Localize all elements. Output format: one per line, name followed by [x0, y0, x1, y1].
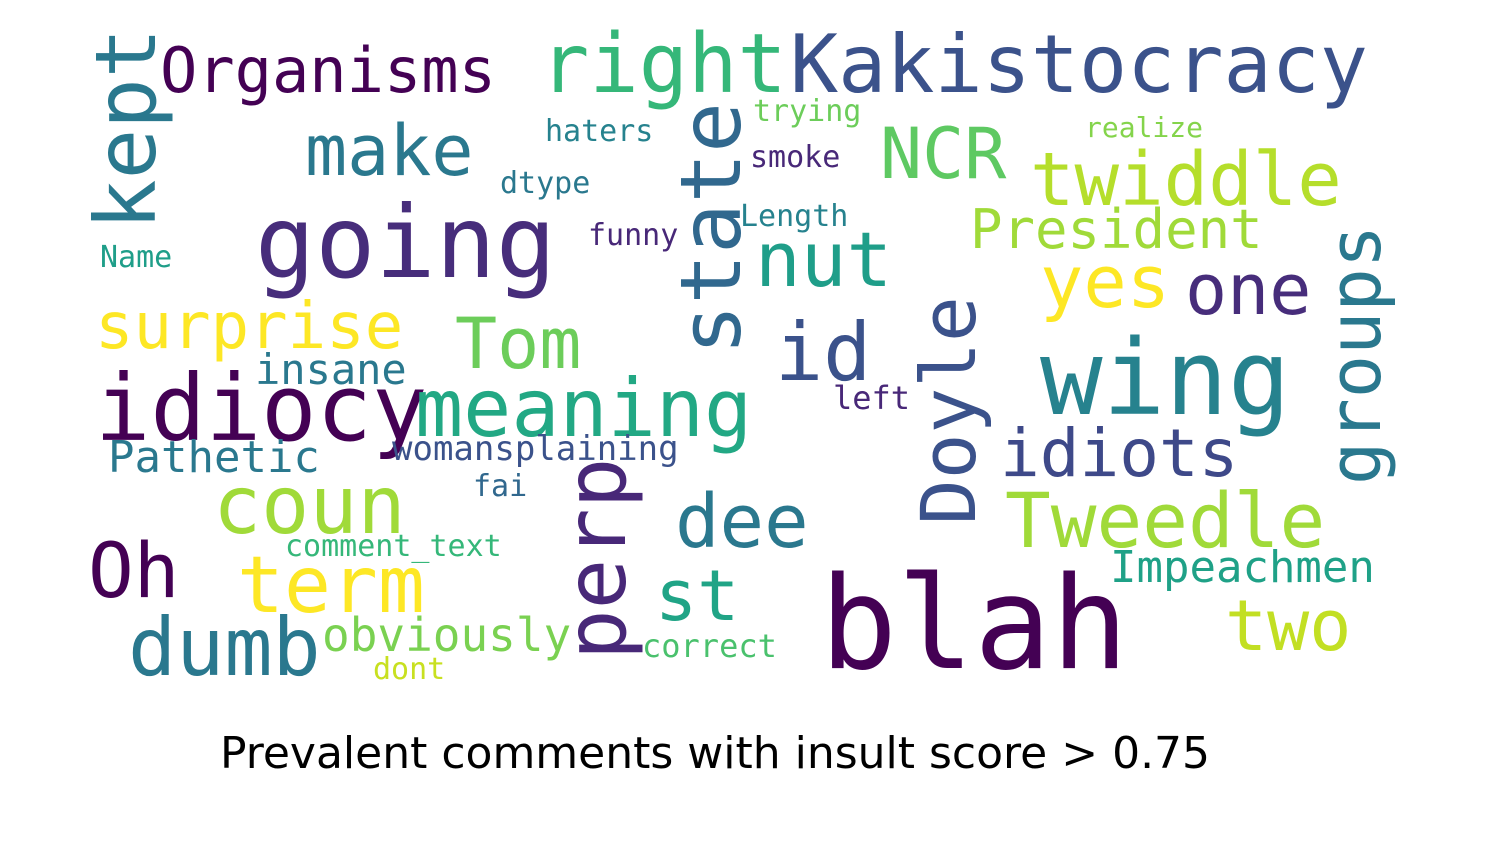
word-id: id: [775, 306, 871, 399]
word-blah: blah: [820, 550, 1128, 699]
word-going: going: [255, 184, 556, 301]
word-fai: fai: [473, 469, 527, 504]
word-idiocy: idiocy: [95, 355, 427, 462]
word-womansplaining: womansplaining: [392, 429, 679, 469]
word-tweedle: Tweedle: [1005, 476, 1325, 565]
word-obviously: obviously: [322, 608, 571, 662]
word-kakistocracy: Kakistocracy: [790, 18, 1368, 111]
word-right: right: [540, 17, 787, 112]
word-organisms: Organisms: [160, 34, 496, 107]
word-coun: coun: [213, 459, 406, 552]
word-left: left: [833, 379, 910, 417]
word-pathetic: Pathetic: [108, 432, 320, 483]
word-dee: dee: [675, 479, 809, 565]
word-twiddle: twiddle: [1030, 137, 1342, 223]
word-dont: dont: [373, 652, 445, 687]
word-meaning: meaning: [415, 362, 752, 455]
word-comment-text: comment_text: [285, 529, 502, 564]
word-groups: groups: [1313, 225, 1397, 485]
word-make: make: [305, 110, 474, 192]
word-correct: correct: [642, 627, 777, 665]
word-smoke: smoke: [750, 140, 840, 175]
word-ncr: NCR: [880, 113, 1007, 195]
word-perp: perp: [547, 458, 645, 660]
word-wing: wing: [1040, 317, 1290, 439]
word-insane: insane: [255, 345, 407, 394]
word-trying: trying: [753, 94, 861, 129]
word-president: President: [970, 198, 1263, 261]
word-yes: yes: [1040, 240, 1170, 324]
word-one: one: [1185, 249, 1311, 331]
word-tom: Tom: [455, 303, 581, 385]
word-surprise: surprise: [95, 290, 403, 364]
word-nut: nut: [755, 215, 892, 304]
word-term: term: [237, 541, 425, 631]
word-haters: haters: [545, 114, 653, 149]
word-impeachmen: Impeachmen: [1110, 542, 1375, 593]
word-realize: realize: [1085, 111, 1203, 144]
word-two: two: [1225, 585, 1351, 667]
word-dtype: dtype: [500, 166, 590, 201]
word-idiots: idiots: [1000, 415, 1238, 492]
word-funny: funny: [588, 218, 678, 253]
word-name: Name: [100, 240, 172, 275]
caption: Prevalent comments with insult score > 0…: [219, 728, 1211, 779]
word-kept: kept: [77, 28, 175, 230]
word-dumb: dumb: [128, 601, 321, 694]
word-doyle: Doyle: [904, 296, 993, 525]
word-length: Length: [740, 199, 848, 234]
word-oh: Oh: [88, 526, 180, 615]
word-st: st: [655, 555, 739, 637]
word-state: state: [662, 102, 760, 355]
